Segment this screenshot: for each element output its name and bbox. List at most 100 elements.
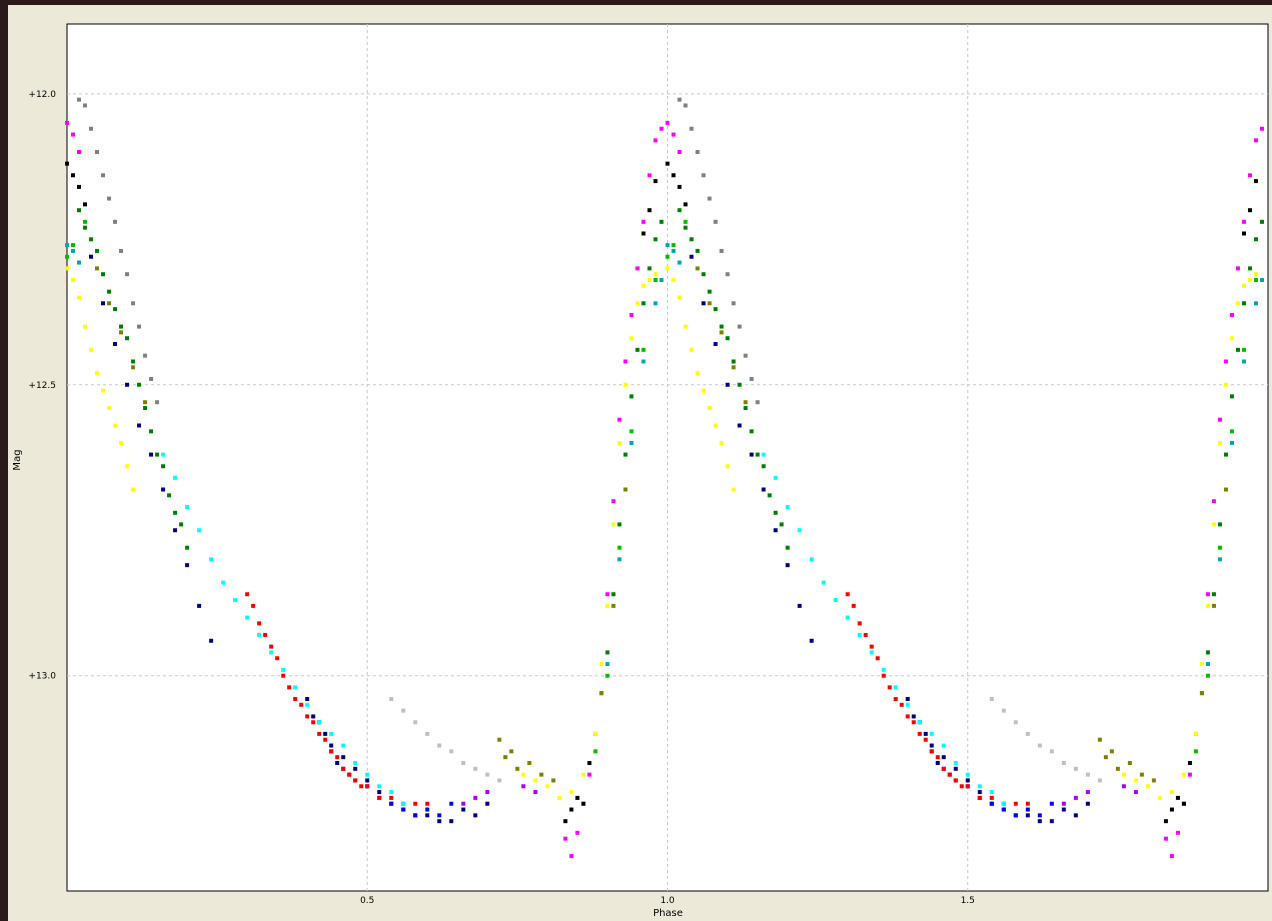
data-point	[977, 784, 982, 789]
data-point	[869, 650, 874, 655]
data-point	[959, 784, 964, 789]
data-point	[503, 755, 508, 760]
data-point	[713, 342, 718, 347]
data-point	[1223, 487, 1228, 492]
data-point	[1115, 766, 1120, 771]
data-point	[941, 743, 946, 748]
data-point	[125, 382, 130, 387]
data-point	[629, 394, 634, 399]
data-point	[671, 243, 676, 248]
data-point	[143, 353, 148, 358]
data-point	[743, 400, 748, 405]
data-point	[257, 621, 262, 626]
data-point	[653, 278, 658, 283]
data-point	[245, 615, 250, 620]
data-point	[941, 755, 946, 760]
data-point	[701, 388, 706, 393]
data-point	[941, 766, 946, 771]
y-tick-label: +13.0	[28, 672, 56, 682]
data-point	[1247, 208, 1252, 213]
data-point	[1253, 272, 1258, 277]
data-point	[89, 126, 94, 131]
data-point	[953, 778, 958, 783]
y-tick-label: +12.5	[28, 381, 56, 391]
data-point	[893, 696, 898, 701]
data-point	[611, 499, 616, 504]
data-point	[173, 528, 178, 533]
data-point	[965, 772, 970, 777]
data-point	[83, 219, 88, 224]
x-axis-ticks: 0.5 1.0 1.5	[360, 896, 975, 906]
data-point	[857, 621, 862, 626]
data-point	[293, 685, 298, 690]
data-point	[1085, 790, 1090, 795]
data-point	[401, 807, 406, 812]
data-point	[149, 452, 154, 457]
data-point	[389, 795, 394, 800]
data-point	[89, 237, 94, 242]
data-point	[725, 336, 730, 341]
data-point	[71, 132, 76, 137]
data-point	[497, 737, 502, 742]
data-point	[707, 196, 712, 201]
data-point	[1073, 766, 1078, 771]
data-point	[1061, 801, 1066, 806]
data-point	[353, 760, 358, 765]
data-point	[1025, 801, 1030, 806]
data-point	[1145, 784, 1150, 789]
data-point	[233, 598, 238, 603]
data-point	[1049, 801, 1054, 806]
data-point	[755, 400, 760, 405]
data-point	[1085, 801, 1090, 806]
data-point	[251, 603, 256, 608]
data-point	[107, 301, 112, 306]
data-point	[671, 248, 676, 253]
data-point	[1223, 452, 1228, 457]
data-point	[377, 795, 382, 800]
data-point	[425, 731, 430, 736]
data-point	[695, 266, 700, 271]
data-point	[101, 272, 106, 277]
data-point	[719, 324, 724, 329]
data-point	[683, 225, 688, 230]
data-point	[1229, 394, 1234, 399]
data-point	[83, 225, 88, 230]
data-point	[1085, 772, 1090, 777]
data-point	[1217, 417, 1222, 422]
data-point	[377, 784, 382, 789]
data-point	[665, 254, 670, 259]
data-point	[719, 330, 724, 335]
data-point	[521, 772, 526, 777]
data-point	[605, 603, 610, 608]
data-point	[1157, 795, 1162, 800]
data-point	[65, 266, 69, 271]
data-point	[809, 638, 814, 643]
data-point	[701, 301, 706, 306]
data-point	[965, 778, 970, 783]
data-point	[641, 219, 646, 224]
data-point	[593, 731, 598, 736]
data-point	[107, 406, 112, 411]
data-point	[1175, 795, 1180, 800]
data-point	[1235, 266, 1240, 271]
data-point	[1229, 312, 1234, 317]
data-point	[731, 301, 736, 306]
data-point	[1235, 301, 1240, 306]
data-point	[731, 365, 736, 370]
data-point	[701, 272, 706, 277]
data-point	[617, 557, 622, 562]
y-axis-ticks: +12.0 +12.5 +13.0	[28, 90, 56, 682]
data-point	[563, 819, 568, 824]
data-point	[899, 702, 904, 707]
data-point	[1127, 760, 1132, 765]
data-point	[773, 510, 778, 515]
data-point	[377, 790, 382, 795]
data-point	[1259, 278, 1264, 283]
data-points	[65, 97, 1264, 859]
data-point	[1139, 772, 1144, 777]
data-point	[401, 708, 406, 713]
data-point	[83, 103, 88, 108]
data-point	[1205, 650, 1210, 655]
data-point	[695, 248, 700, 253]
data-point	[719, 248, 724, 253]
